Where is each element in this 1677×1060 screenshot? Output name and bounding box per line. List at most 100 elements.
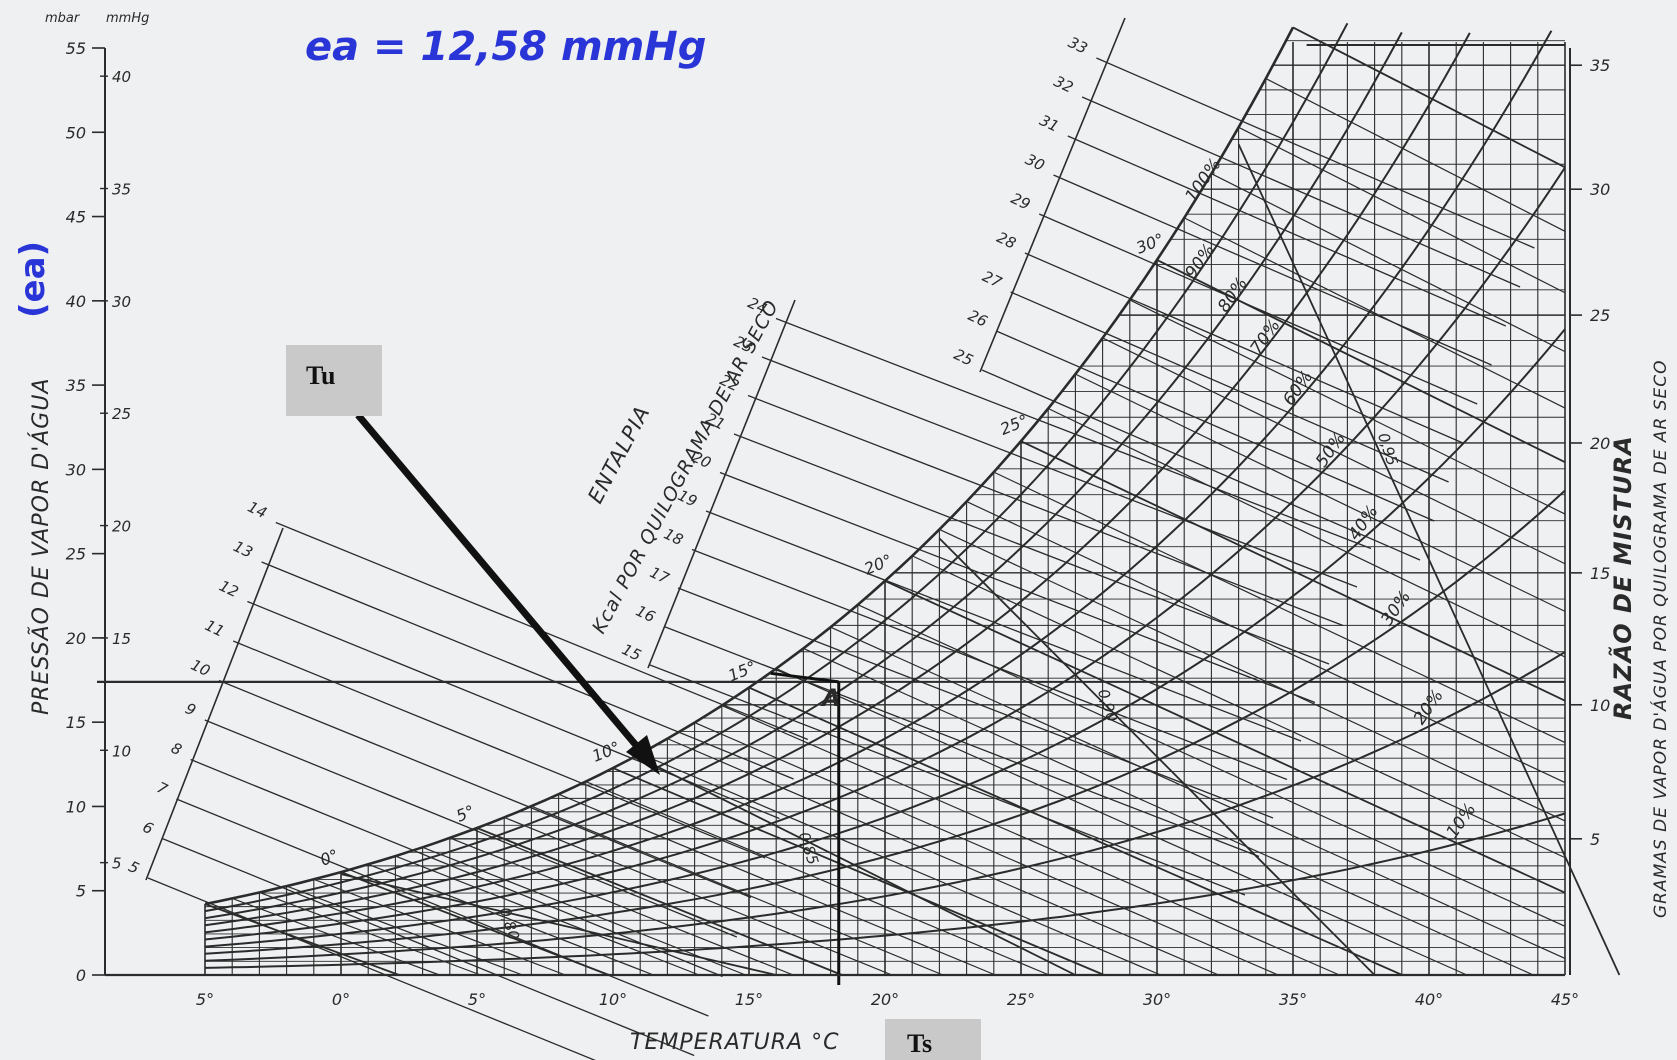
wet-bulb-line <box>966 500 1566 784</box>
specific-volume-line <box>639 757 1076 976</box>
enthalpy-line <box>1081 96 1521 288</box>
chart-axes <box>92 47 1582 977</box>
wet-bulb-line <box>803 647 1534 976</box>
mbar-tick-label: 50 <box>66 123 86 142</box>
enthalpy-label: 17 <box>647 563 672 588</box>
enthalpy-line <box>649 664 1246 896</box>
wet-bulb-label: 0° <box>317 845 341 869</box>
rh-curve <box>204 30 1553 934</box>
wet-bulb-line <box>585 780 1050 976</box>
wet-bulb-line <box>367 863 654 976</box>
temperature-tick-label: 30° <box>1143 990 1171 1009</box>
wet-bulb-line <box>911 555 1566 859</box>
mmhg-tick-label: 20 <box>112 518 131 536</box>
mbar-tick-label: 0 <box>76 966 86 985</box>
enthalpy-line <box>719 471 1316 704</box>
x-axis-title: TEMPERATURA °C <box>630 1030 839 1055</box>
wet-bulb-line <box>1292 26 1566 169</box>
temperature-tick-label: 40° <box>1415 990 1443 1009</box>
handwritten-note: ea = 12,58 mmHg <box>305 24 706 70</box>
rh-curve-label: 90% <box>1181 240 1219 282</box>
enthalpy-line <box>705 510 1302 742</box>
enthalpy-line <box>218 679 752 899</box>
wet-bulb-line <box>1156 259 1566 463</box>
wet-bulb-line <box>476 827 843 976</box>
enthalpy-line <box>1024 252 1464 444</box>
wet-bulb-line <box>1265 78 1566 232</box>
rh-curve <box>204 26 1295 906</box>
wet-bulb-line <box>667 738 1219 976</box>
temperature-tick-label: 20° <box>871 990 899 1009</box>
mixing-ratio-tick-label: 20 <box>1590 434 1610 453</box>
enthalpy-label: 33 <box>1065 33 1090 57</box>
rh-curve-label: 60% <box>1279 367 1317 409</box>
enthalpy-label: 26 <box>965 306 990 330</box>
relative-humidity-curves <box>97 22 1566 985</box>
temperature-tick-label: 10° <box>599 990 627 1009</box>
enthalpy-line <box>1038 213 1478 405</box>
wet-bulb-line <box>1075 373 1566 612</box>
wet-bulb-line <box>503 816 893 976</box>
mmhg-tick-label: 5 <box>112 855 122 873</box>
enthalpy-line <box>1067 135 1507 327</box>
right-axis-title: RAZÃO DE MISTURA <box>1608 435 1637 720</box>
temperature-tick-label: 0° <box>332 990 350 1009</box>
wet-bulb-line <box>694 722 1279 976</box>
wet-bulb-line <box>748 686 1403 976</box>
specific-volume-line <box>938 537 1376 976</box>
ts-label: Ts <box>907 1029 933 1058</box>
enthalpy-label: 30 <box>1023 150 1048 174</box>
specific-volume-line <box>340 873 777 976</box>
wet-bulb-line <box>395 855 700 976</box>
mmhg-tick-label: 15 <box>112 630 131 648</box>
rh-curve-label: 30% <box>1377 587 1415 629</box>
rh-curve <box>204 812 1566 969</box>
enthalpy-line <box>204 719 738 938</box>
mixing-ratio-tick-label: 10 <box>1590 696 1610 715</box>
wet-bulb-line <box>1211 173 1566 353</box>
enthalpy-label: 12 <box>216 577 241 601</box>
enthalpy-label: 6 <box>140 818 156 838</box>
mbar-tick-label: 35 <box>66 376 86 395</box>
enthalpy-label: 9 <box>182 699 198 719</box>
enthalpy-label: 13 <box>231 537 256 561</box>
unit-mbar-label: mbar <box>45 11 81 26</box>
enthalpy-label: 10 <box>188 656 213 680</box>
enthalpy-line <box>1053 174 1492 366</box>
rh-curve-label: 70% <box>1247 316 1285 358</box>
wet-bulb-line <box>639 753 1161 976</box>
enthalpy-line <box>761 356 1358 588</box>
enthalpy-label: 15 <box>619 640 644 664</box>
enthalpy-line <box>1096 57 1535 249</box>
wet-bulb-line <box>1183 217 1566 409</box>
rh-curve <box>204 651 1566 962</box>
wet-bulb-line <box>721 705 1340 976</box>
mbar-tick-label: 55 <box>66 39 86 58</box>
mbar-tick-label: 15 <box>66 713 86 732</box>
tu-label: Tu <box>306 361 336 390</box>
rh-curve-label: 40% <box>1345 502 1383 544</box>
mmhg-tick-label: 30 <box>112 293 131 311</box>
point-a-wet-bulb-segment <box>770 671 839 684</box>
mixing-ratio-tick-label: 15 <box>1590 564 1610 583</box>
mbar-tick-label: 10 <box>66 797 86 816</box>
wet-bulb-line <box>1238 126 1566 294</box>
enthalpy-scale-mid <box>647 299 796 669</box>
tu-arrow-line <box>355 412 643 753</box>
temperature-tick-label: 45° <box>1551 990 1579 1009</box>
specific-volume-label: 0,80 <box>496 905 523 942</box>
left-axis-title: PRESSÃO DE VAPOR D'ÁGUA <box>27 378 54 716</box>
rh-curve <box>204 489 1566 955</box>
mbar-tick-label: 30 <box>66 460 86 479</box>
mmhg-tick-label: 25 <box>112 405 131 423</box>
rh-curve-label: 80% <box>1214 274 1252 316</box>
tu-arrow-head <box>626 735 660 775</box>
enthalpy-line <box>1010 291 1449 483</box>
wet-bulb-line <box>422 846 746 976</box>
enthalpy-label: 28 <box>994 228 1019 252</box>
enthalpy-label: 16 <box>633 602 658 626</box>
enthalpy-label: 8 <box>168 739 184 759</box>
wet-bulb-line <box>939 528 1566 822</box>
enthalpy-line <box>190 758 723 978</box>
enthalpy-label: 32 <box>1051 72 1076 96</box>
